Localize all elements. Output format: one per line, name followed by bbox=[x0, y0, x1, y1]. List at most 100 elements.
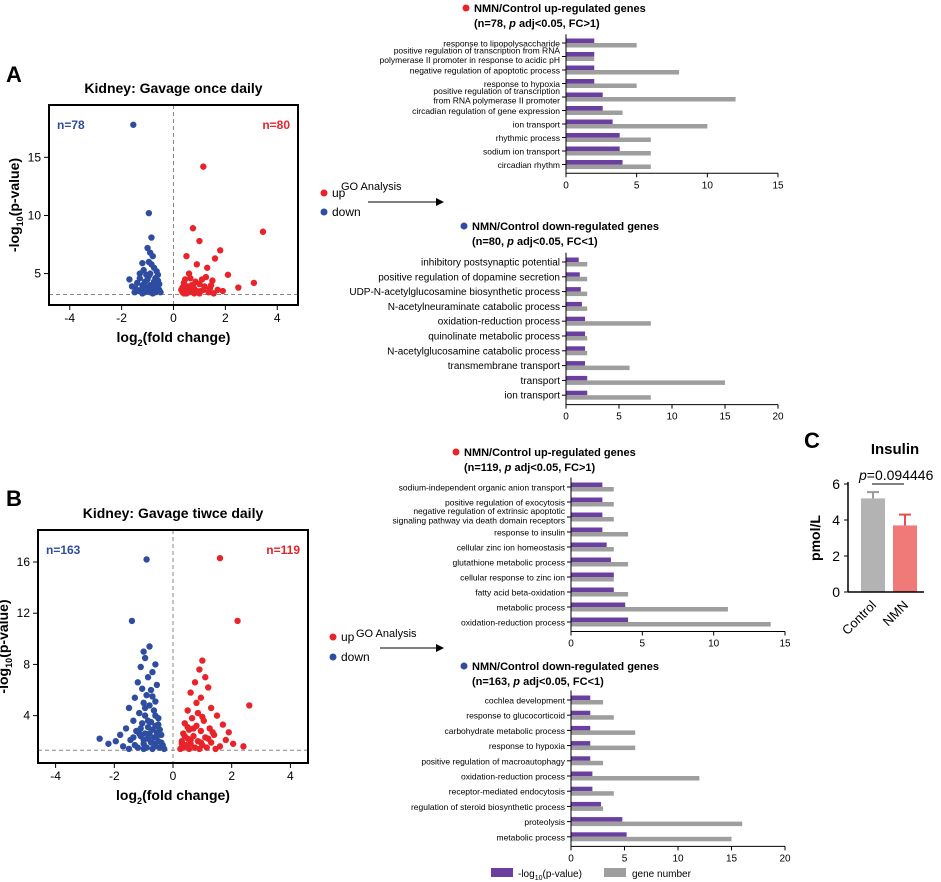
x-tick-label: 0 bbox=[170, 311, 177, 325]
y-tick-label: 4 bbox=[832, 512, 840, 528]
y-tick-label: 15 bbox=[28, 150, 42, 164]
up-regulated-point bbox=[207, 704, 215, 712]
up-regulated-point bbox=[189, 225, 197, 232]
panel-label-a: A bbox=[6, 62, 22, 87]
x-tick-label: -2 bbox=[116, 311, 127, 325]
down-regulated-point bbox=[160, 745, 168, 753]
up-count-label: n=119 bbox=[266, 543, 300, 557]
y-tick-label: 6 bbox=[832, 476, 840, 492]
down-regulated-point bbox=[146, 643, 153, 650]
y-axis-label: -log10(p-value) bbox=[6, 158, 25, 252]
up-regulated-point bbox=[205, 684, 212, 691]
pvalue-bar bbox=[566, 272, 580, 277]
gene-number-bar bbox=[566, 43, 637, 48]
gene-number-bar bbox=[566, 306, 588, 311]
panel-label-c: C bbox=[804, 428, 820, 453]
go-chart-subtitle: (n=80, p adj<0.05, FC<1) bbox=[472, 236, 598, 248]
up-regulated-point bbox=[213, 712, 221, 719]
up-regulated-point bbox=[212, 745, 219, 753]
up-regulated-point bbox=[202, 674, 209, 681]
gene-number-bar bbox=[571, 821, 743, 827]
down-dot-icon bbox=[460, 662, 468, 670]
down-regulated-point bbox=[148, 283, 155, 290]
down-regulated-point bbox=[149, 745, 156, 753]
subtitle-post: adj<0.05, FC>1) bbox=[511, 462, 595, 474]
x-tick-label: 15 bbox=[779, 639, 791, 650]
y-tick-label: 12 bbox=[17, 606, 31, 620]
gene-number-bar bbox=[571, 532, 629, 537]
subtitle-post: adj<0.05, FC<1) bbox=[520, 676, 604, 688]
x-axis-label-pre: log bbox=[116, 787, 137, 803]
gene-number-bar bbox=[571, 836, 732, 842]
up-regulated-point bbox=[222, 736, 230, 744]
up-regulated-point bbox=[196, 666, 203, 673]
x-tick-label: 10 bbox=[666, 412, 678, 423]
pvalue-bar bbox=[566, 79, 595, 84]
pvalue-bar bbox=[571, 817, 623, 822]
category-label: positive regulation of exocytosis bbox=[445, 498, 565, 508]
down-regulated-point bbox=[146, 730, 153, 737]
up-regulated-point bbox=[219, 721, 227, 728]
gene-number-bar bbox=[566, 137, 651, 142]
up-regulated-point bbox=[179, 289, 186, 296]
down-dot-icon bbox=[460, 222, 468, 230]
up-count-label: n=80 bbox=[262, 118, 290, 132]
gene-number-bar bbox=[566, 336, 588, 341]
up-regulated-point bbox=[203, 744, 210, 751]
legend-up-down-a: up down GO Analysis bbox=[320, 181, 444, 219]
category-label: positive regulation of dopamine secretio… bbox=[378, 272, 560, 283]
x-tick-label: -4 bbox=[64, 311, 75, 325]
gene-number-bar bbox=[571, 715, 614, 720]
category-label-line2: polymerase II promoter in response to ac… bbox=[380, 55, 560, 65]
up-regulated-point bbox=[197, 739, 205, 746]
pvalue-bar bbox=[566, 390, 588, 396]
pvalue-bar bbox=[571, 786, 593, 792]
gene-number-bar bbox=[571, 745, 636, 751]
up-regulated-point bbox=[235, 284, 242, 291]
y-tick-label: 16 bbox=[17, 555, 31, 569]
insulin-bar-chart: Insulin pmol/L Control NMN 0 2 4 6 p=0.094446 bbox=[807, 441, 934, 638]
x-tick-label: 5 bbox=[616, 412, 622, 423]
category-label: N-acetylneuraminate catabolic process bbox=[388, 302, 560, 313]
down-regulated-point bbox=[144, 244, 151, 252]
gene-number-bar bbox=[571, 607, 728, 612]
pvalue-bar bbox=[566, 346, 586, 351]
up-regulated-point bbox=[191, 679, 199, 686]
down-regulated-point bbox=[141, 712, 149, 719]
down-regulated-point bbox=[156, 726, 163, 733]
legend-up-down-b: up down GO Analysis bbox=[329, 628, 444, 664]
category-label: ion transport bbox=[513, 120, 561, 130]
up-regulated-point bbox=[209, 729, 216, 736]
y-axis-label-post: (p-value) bbox=[0, 599, 11, 657]
gene-number-bar bbox=[566, 110, 623, 115]
down-regulated-point bbox=[141, 704, 149, 712]
arrow-head-icon bbox=[436, 198, 444, 206]
up-regulated-point bbox=[199, 713, 206, 721]
legend-gene-label: gene number bbox=[632, 869, 692, 880]
x-tick-label: 20 bbox=[772, 412, 784, 423]
up-regulated-point bbox=[225, 729, 232, 736]
up-regulated-point bbox=[196, 290, 203, 297]
gene-number-bar bbox=[566, 124, 708, 129]
pvalue-bar bbox=[571, 572, 614, 577]
panel-label-b: B bbox=[6, 486, 22, 511]
legend-down-label: down bbox=[332, 205, 361, 219]
category-label: negative regulation of apoptotic process bbox=[410, 66, 560, 76]
down-regulated-point bbox=[130, 734, 137, 741]
up-regulated-point bbox=[188, 714, 196, 722]
down-regulated-point bbox=[116, 731, 124, 739]
x-axis-label: log2(fold change) bbox=[116, 787, 230, 806]
legend-down-label: down bbox=[341, 650, 370, 664]
down-regulated-point bbox=[136, 709, 143, 717]
category-label: rhythmic process bbox=[496, 133, 560, 143]
pvalue-bar bbox=[566, 257, 579, 262]
category-label: receptor-mediated endocytosis bbox=[449, 787, 565, 797]
up-regulated-point bbox=[187, 736, 194, 744]
category-label: circadian rhythm bbox=[498, 160, 560, 170]
insulin-title: Insulin bbox=[871, 441, 919, 458]
down-regulated-point bbox=[138, 685, 146, 692]
y-axis-label-sub: 10 bbox=[15, 216, 25, 226]
up-regulated-point bbox=[194, 709, 202, 717]
gene-number-bar bbox=[571, 791, 614, 796]
x-axis-label-post: (fold change) bbox=[143, 329, 231, 345]
